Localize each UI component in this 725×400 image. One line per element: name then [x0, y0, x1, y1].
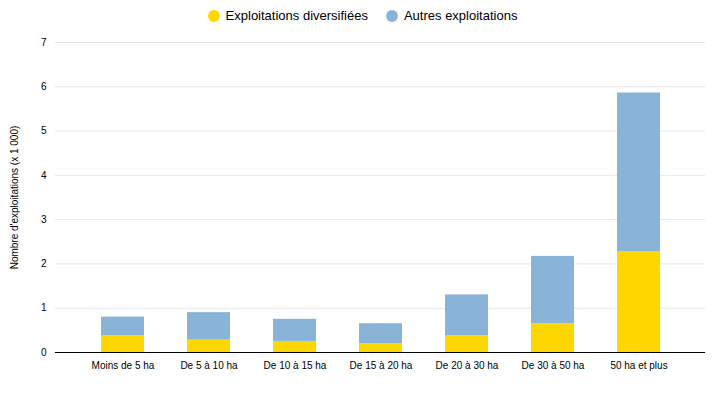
- svg-text:2: 2: [41, 258, 47, 269]
- svg-text:Moins de 5 ha: Moins de 5 ha: [92, 360, 155, 371]
- svg-text:De 15 à 20 ha: De 15 à 20 ha: [350, 360, 413, 371]
- svg-text:3: 3: [41, 214, 47, 225]
- svg-text:7: 7: [41, 37, 47, 48]
- svg-text:De 10 à 15 ha: De 10 à 15 ha: [264, 360, 327, 371]
- svg-text:6: 6: [41, 81, 47, 92]
- svg-text:De 5 à 10 ha: De 5 à 10 ha: [180, 360, 238, 371]
- html-text:Exploitations diversifiées: Exploitations diversifiées: [225, 8, 368, 23]
- svg-text:De 30 à 50 ha: De 30 à 50 ha: [522, 360, 585, 371]
- svg-text:5: 5: [41, 125, 47, 136]
- svg-text:0: 0: [41, 347, 47, 358]
- svg-text:50 ha et plus: 50 ha et plus: [610, 360, 667, 371]
- svg-text:4: 4: [41, 170, 47, 181]
- svg-text:Nombre d'exploitations (x 1 00: Nombre d'exploitations (x 1 000): [9, 126, 20, 270]
- svg-text:1: 1: [41, 302, 47, 313]
- html-text:Autres exploitations: Autres exploitations: [404, 8, 518, 23]
- svg-text:De 20 à 30 ha: De 20 à 30 ha: [436, 360, 499, 371]
